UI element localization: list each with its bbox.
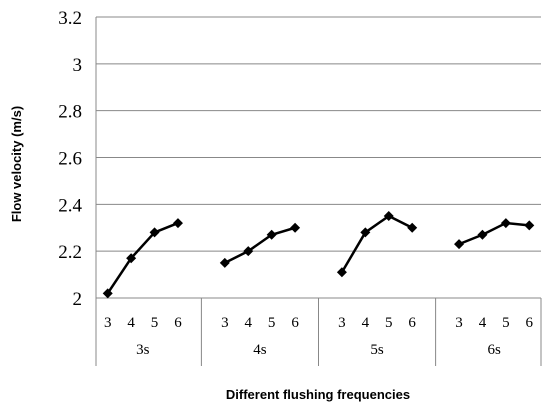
- data-point: [172, 218, 183, 229]
- data-point: [477, 229, 488, 240]
- y-tick-label: 2.8: [58, 102, 82, 123]
- x-tick-label: 6: [408, 315, 416, 331]
- y-tick-label: 3: [73, 55, 83, 76]
- x-axis: 3 4 5 6 3 4 5 6 3 4 5 6 3 4 5 63s 4s 5s 6s: [95, 298, 542, 366]
- data-points: [102, 211, 535, 299]
- y-tick-label: 2.2: [58, 242, 82, 263]
- series-line: [458, 221, 530, 246]
- x-axis-label: Different flushing frequencies: [226, 387, 410, 402]
- data-point: [243, 246, 254, 257]
- x-tick-label: 4: [362, 315, 370, 331]
- data-point: [126, 253, 137, 264]
- x-tick-label: 4: [244, 315, 252, 331]
- x-tick-label: 4: [127, 315, 135, 331]
- series-line: [224, 226, 296, 264]
- data-point: [524, 220, 535, 231]
- data-point: [219, 257, 230, 268]
- data-point: [102, 288, 113, 299]
- x-tick-label: 5: [385, 315, 393, 331]
- gridlines: [95, 16, 541, 299]
- data-point: [500, 218, 511, 229]
- x-tick-label: 6: [526, 315, 534, 331]
- data-point: [149, 227, 160, 238]
- y-tick-label: 2.6: [58, 149, 82, 170]
- series-line: [340, 214, 413, 273]
- y-tick-label: 3.2: [58, 8, 82, 29]
- group-label: 4s: [253, 342, 267, 358]
- series-lines: [106, 214, 530, 295]
- y-axis-label: Flow velocity (m/s): [9, 106, 24, 222]
- group-label: 6s: [487, 342, 501, 358]
- x-tick-label: 5: [268, 315, 276, 331]
- data-point: [290, 222, 301, 233]
- y-tick-labels: 2 2.2 2.4 2.6 2.8 3 3.2: [58, 8, 82, 310]
- x-tick-label: 5: [502, 315, 510, 331]
- group-label: 3s: [136, 342, 150, 358]
- data-point: [407, 222, 418, 233]
- data-point: [454, 239, 465, 250]
- data-point: [336, 267, 347, 278]
- group-label: 5s: [370, 342, 384, 358]
- x-tick-label: 3: [104, 315, 112, 331]
- data-point: [383, 211, 394, 222]
- x-tick-label: 5: [151, 315, 159, 331]
- x-tick-label: 3: [338, 315, 346, 331]
- x-tick-label: 4: [479, 315, 487, 331]
- data-point: [360, 227, 371, 238]
- series-line: [106, 221, 179, 295]
- y-tick-label: 2.4: [58, 195, 82, 216]
- x-tick-label: 3: [455, 315, 463, 331]
- x-tick-label: 6: [291, 315, 299, 331]
- data-point: [266, 229, 277, 240]
- x-tick-label: 3: [221, 315, 229, 331]
- y-tick-label: 2: [73, 289, 83, 310]
- x-tick-label: 6: [174, 315, 182, 331]
